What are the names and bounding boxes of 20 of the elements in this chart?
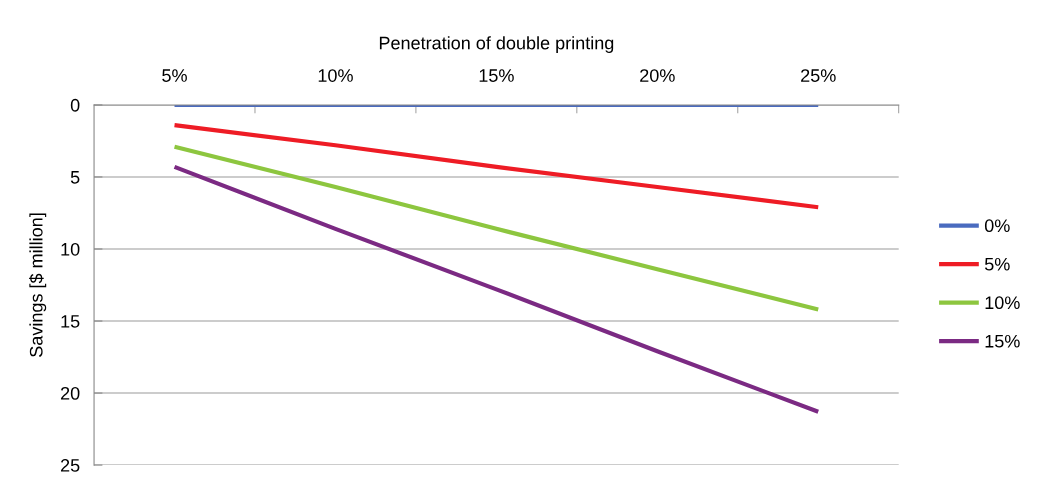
y-tick-label: 20 (60, 386, 80, 400)
line-series (172, 144, 821, 312)
x-axis-title: Penetration of double printing (379, 36, 614, 53)
x-tick-label: 25% (801, 69, 836, 82)
y-tick-label: 0 (70, 98, 80, 112)
y-tick-label: 5 (70, 171, 80, 184)
y-axis-title: Savings [$ million] (29, 213, 47, 357)
legend-label: 10% (985, 296, 1020, 310)
x-tick-label: 15% (479, 69, 514, 82)
line-series (172, 123, 821, 210)
y-tick-label: 10 (61, 242, 80, 256)
x-tick-label: 20% (640, 69, 675, 82)
legend-label: 0% (984, 219, 1010, 233)
y-tick-label: 15 (61, 315, 80, 328)
y-tick-label: 25 (60, 459, 80, 472)
x-tick-label: 10% (318, 69, 353, 82)
legend-label: 15% (985, 334, 1020, 348)
line-series (172, 164, 821, 414)
x-tick-label: 5% (162, 69, 187, 82)
legend-label: 5% (984, 257, 1010, 271)
